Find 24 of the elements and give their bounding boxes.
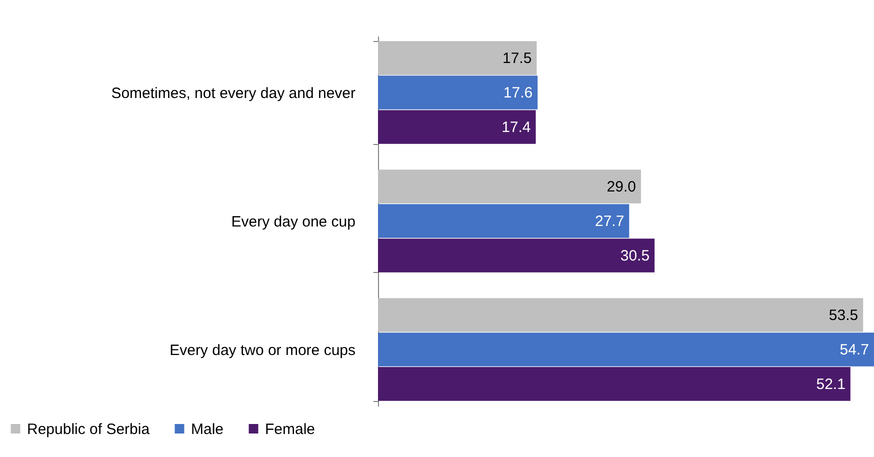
legend-label: Female: [265, 420, 316, 438]
data-label: 17.4: [502, 119, 531, 136]
legend-label: Male: [191, 420, 224, 438]
data-label: 27.7: [594, 213, 624, 230]
data-label: 54.7: [840, 341, 869, 358]
bar: [378, 110, 536, 144]
y-tick-label: Sometimes, not every day and never: [111, 85, 356, 102]
bar: [378, 76, 538, 110]
y-tick-label: Every day one cup: [231, 214, 356, 230]
legend-label: Republic of Serbia: [27, 420, 150, 438]
bar: [378, 332, 874, 366]
y-tick-label: Every day two or more cups: [170, 342, 356, 359]
bar: [378, 238, 655, 272]
bar: [378, 41, 537, 75]
bar: [378, 367, 850, 401]
bar: [378, 170, 641, 204]
data-label: 17.6: [503, 84, 533, 102]
bar: [378, 298, 864, 332]
data-label: 17.5: [502, 50, 532, 68]
data-label: 53.5: [828, 306, 858, 324]
data-label: 30.5: [620, 247, 650, 264]
data-label: 52.1: [816, 376, 846, 393]
bar: [378, 204, 630, 238]
data-label: 29.0: [606, 178, 636, 196]
